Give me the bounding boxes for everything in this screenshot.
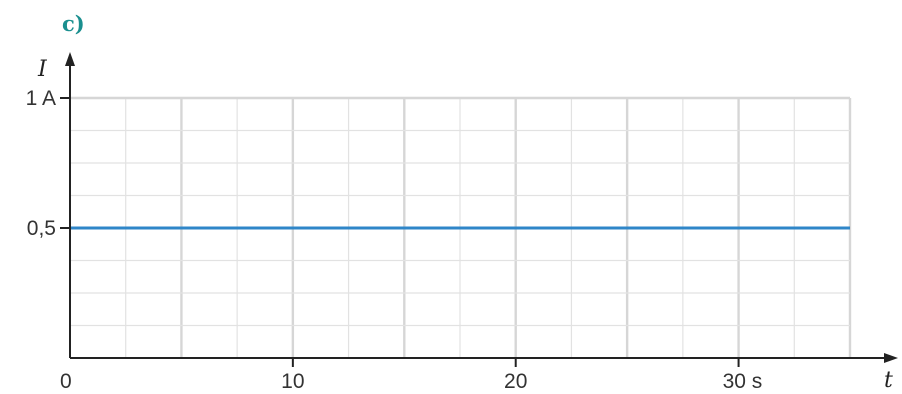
ticks: 0,5 1 A 0 10 20 30 s [26, 87, 763, 393]
x-tick-label: 20 [504, 370, 527, 393]
y-tick-label: 0,5 [27, 217, 56, 240]
y-axis-name: I [37, 57, 48, 82]
y-tick-label: 1 A [26, 87, 56, 110]
x-tick-label: 30 s [723, 370, 763, 393]
axes [65, 52, 898, 363]
y-axis-arrow-icon [65, 52, 75, 66]
part-label: c) [62, 11, 85, 36]
x-tick-label: 0 [60, 370, 72, 393]
x-axis-arrow-icon [884, 353, 898, 363]
x-axis-name: t [884, 368, 893, 393]
x-tick-label: 10 [281, 370, 304, 393]
